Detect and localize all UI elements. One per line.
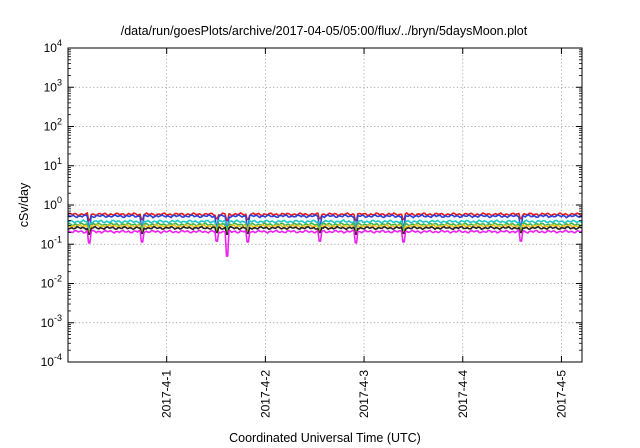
series-line-2 [67, 213, 583, 229]
x-tick-label: 2017-4-1 [160, 370, 174, 418]
series-layer [67, 212, 583, 257]
x-tick-label: 2017-4-2 [258, 370, 272, 418]
y-tick-label: 102 [44, 117, 62, 134]
x-tick-label: 2017-4-3 [357, 370, 371, 418]
series-line-1 [67, 212, 583, 222]
y-tick-label: 100 [44, 195, 62, 212]
tick-layer: 10-4 10-3 10-2 10-1 100 101 102 103 104 2017-4-1 2… [41, 38, 582, 418]
y-axis-label: cSv/day [17, 182, 31, 227]
grid-layer [68, 48, 582, 362]
y-tick-label: 101 [44, 156, 62, 173]
series-line-3 [67, 219, 583, 230]
y-tick-label: 10-3 [41, 313, 62, 330]
x-axis-label: Coordinated Universal Time (UTC) [229, 431, 421, 445]
y-tick-label: 10-2 [41, 274, 62, 291]
chart-title: /data/run/goesPlots/archive/2017-04-05/0… [121, 24, 528, 38]
series-line-4 [67, 222, 583, 232]
y-tick-label: 103 [44, 77, 62, 94]
series-line-6 [67, 225, 583, 235]
x-tick-label: 2017-4-4 [456, 370, 470, 418]
plot-frame [67, 47, 583, 363]
y-tick-label: 10-4 [41, 352, 62, 369]
series-line-7 [67, 229, 583, 257]
x-tick-label: 2017-4-5 [554, 370, 568, 418]
y-tick-label: 104 [44, 38, 62, 55]
y-tick-label: 10-1 [41, 234, 62, 251]
